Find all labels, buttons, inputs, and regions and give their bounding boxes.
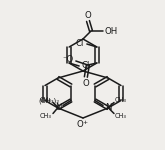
Text: N: N xyxy=(105,103,111,112)
Text: Cl: Cl xyxy=(76,39,84,48)
Text: CH₃: CH₃ xyxy=(40,112,52,118)
Text: O: O xyxy=(82,78,89,87)
Text: CH₃: CH₃ xyxy=(40,98,52,103)
Text: CH₃: CH₃ xyxy=(115,98,127,103)
Text: O$^{+}$: O$^{+}$ xyxy=(76,118,90,130)
Text: OH: OH xyxy=(104,27,118,36)
Text: CH₃: CH₃ xyxy=(115,112,127,118)
Text: Cl: Cl xyxy=(82,61,90,70)
Text: N: N xyxy=(55,103,61,112)
Text: O: O xyxy=(85,12,91,21)
Text: ⁻O: ⁻O xyxy=(62,56,73,64)
Text: (CH₃)₂: (CH₃)₂ xyxy=(38,97,60,104)
